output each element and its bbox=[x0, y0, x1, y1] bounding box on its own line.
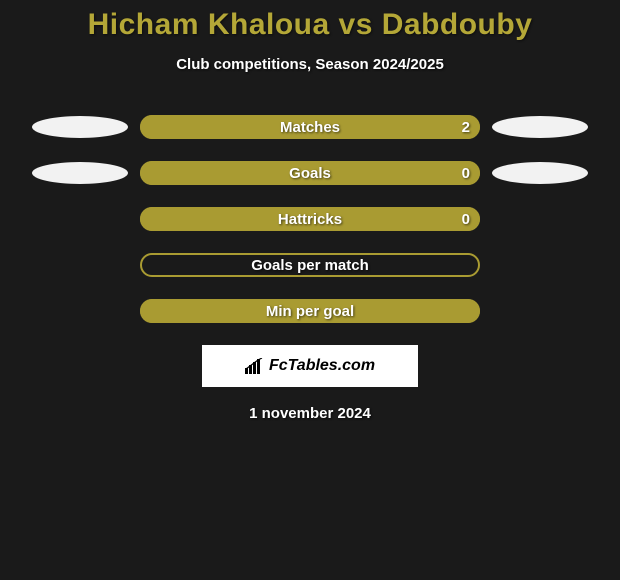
stat-label: Hattricks bbox=[140, 211, 480, 228]
left-side bbox=[20, 116, 140, 138]
stat-row: Matches2 bbox=[0, 115, 620, 139]
stat-bar: Min per goal bbox=[140, 299, 480, 323]
page-title: Hicham Khaloua vs Dabdouby bbox=[0, 8, 620, 42]
stat-bar: Matches2 bbox=[140, 115, 480, 139]
stat-value-right: 0 bbox=[462, 211, 470, 228]
stat-bar: Hattricks0 bbox=[140, 207, 480, 231]
stat-label: Goals bbox=[140, 165, 480, 182]
stat-value-right: 0 bbox=[462, 165, 470, 182]
right-side bbox=[480, 116, 600, 138]
player-ellipse-left bbox=[32, 162, 128, 184]
brand-label: FcTables.com bbox=[245, 357, 375, 375]
brand-text: FcTables.com bbox=[269, 357, 375, 375]
stat-row: Goals per match bbox=[0, 253, 620, 277]
player-ellipse-left bbox=[32, 116, 128, 138]
stat-rows: Matches2Goals0Hattricks0Goals per matchM… bbox=[0, 115, 620, 323]
stat-bar: Goals per match bbox=[140, 253, 480, 277]
comparison-card: Hicham Khaloua vs Dabdouby Club competit… bbox=[0, 0, 620, 422]
subtitle: Club competitions, Season 2024/2025 bbox=[0, 56, 620, 73]
stat-row: Min per goal bbox=[0, 299, 620, 323]
brand-box[interactable]: FcTables.com bbox=[202, 345, 418, 387]
stat-label: Min per goal bbox=[140, 303, 480, 320]
date-label: 1 november 2024 bbox=[0, 405, 620, 422]
left-side bbox=[20, 162, 140, 184]
stat-label: Goals per match bbox=[140, 257, 480, 274]
stat-label: Matches bbox=[140, 119, 480, 136]
stat-row: Goals0 bbox=[0, 161, 620, 185]
player-ellipse-right bbox=[492, 162, 588, 184]
stat-bar: Goals0 bbox=[140, 161, 480, 185]
stat-value-right: 2 bbox=[462, 119, 470, 136]
bars-icon bbox=[245, 358, 265, 374]
stat-row: Hattricks0 bbox=[0, 207, 620, 231]
right-side bbox=[480, 162, 600, 184]
player-ellipse-right bbox=[492, 116, 588, 138]
